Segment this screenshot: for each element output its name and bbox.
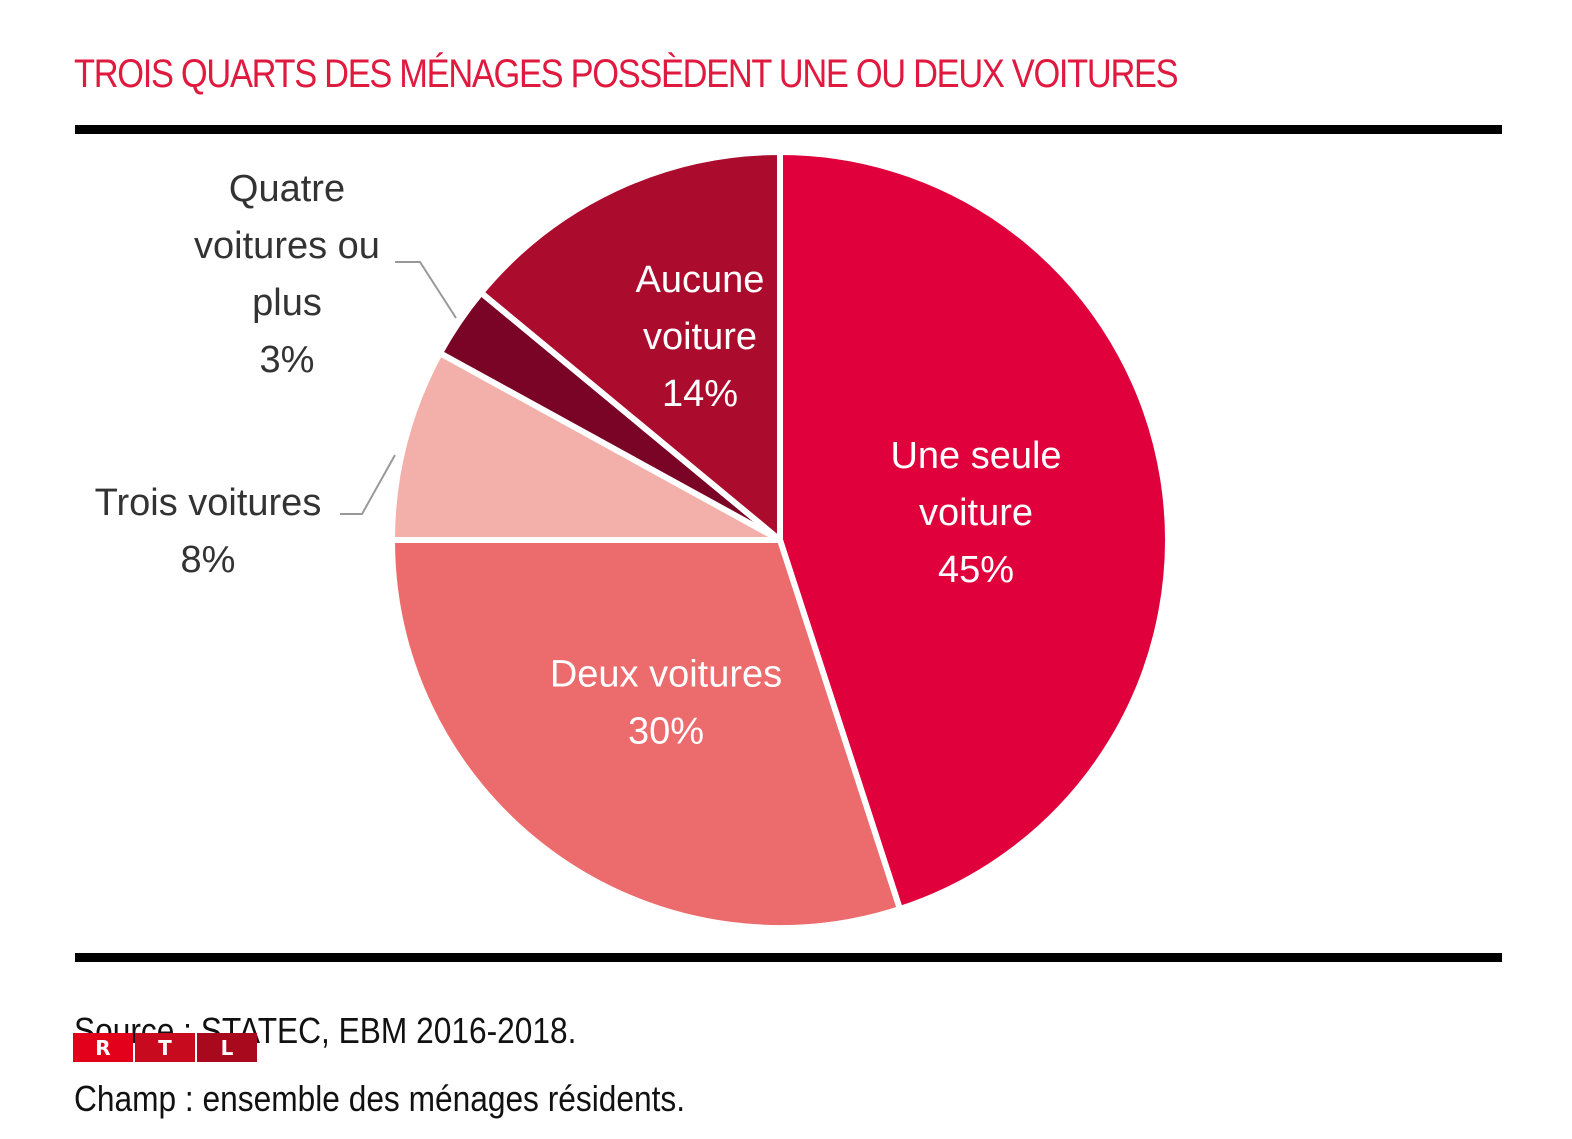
leader-line (340, 454, 396, 515)
bottom-rule (75, 953, 1502, 962)
slice-label-deux-voitures: Deux voitures 30% (550, 654, 782, 753)
slice-name-label: voitures ou (194, 225, 380, 267)
pie-slice-trois-voitures (389, 350, 783, 543)
slice-name-label: voiture (643, 316, 757, 358)
pie-slice-deux-voitures (389, 537, 903, 931)
slice-value-label: 45% (938, 549, 1014, 591)
slice-value-label: 8% (181, 539, 236, 581)
slice-label-quatre-voitures-ou-plus: Quatre voitures ou plus 3% (194, 168, 380, 381)
slice-name-label: plus (252, 282, 322, 324)
slice-label-aucune-voiture: Aucune voiture 14% (636, 259, 765, 415)
slice-name-label: Aucune (636, 259, 765, 301)
rtl-logo: R T L (73, 1033, 257, 1062)
slice-name-label: Deux voitures (550, 654, 782, 696)
slice-name-label: Trois voitures (95, 482, 322, 524)
slice-name-label: voiture (919, 492, 1033, 534)
slice-value-label: 14% (662, 373, 738, 415)
logo-letter-l: L (197, 1033, 257, 1062)
leader-line (395, 261, 457, 319)
slice-value-label: 3% (260, 339, 315, 381)
slice-name-label: Quatre (229, 168, 345, 210)
slice-label-une-seule-voiture: Une seule voiture 45% (890, 435, 1061, 591)
pie-slice-une-seule-voiture (777, 149, 1171, 913)
logo-letter-r: R (73, 1033, 133, 1062)
slice-label-trois-voitures: Trois voitures 8% (95, 482, 322, 581)
top-rule (75, 125, 1502, 134)
pie-slice-aucune-voiture (478, 149, 783, 543)
scope-note: Champ : ensemble des ménages résidents. (74, 1078, 686, 1119)
slice-name-label: Une seule (890, 435, 1061, 477)
slice-value-label: 30% (628, 711, 704, 753)
logo-letter-t: T (135, 1033, 195, 1062)
chart-title: TROIS QUARTS DES MÉNAGES POSSÈDENT UNE O… (74, 52, 1179, 96)
